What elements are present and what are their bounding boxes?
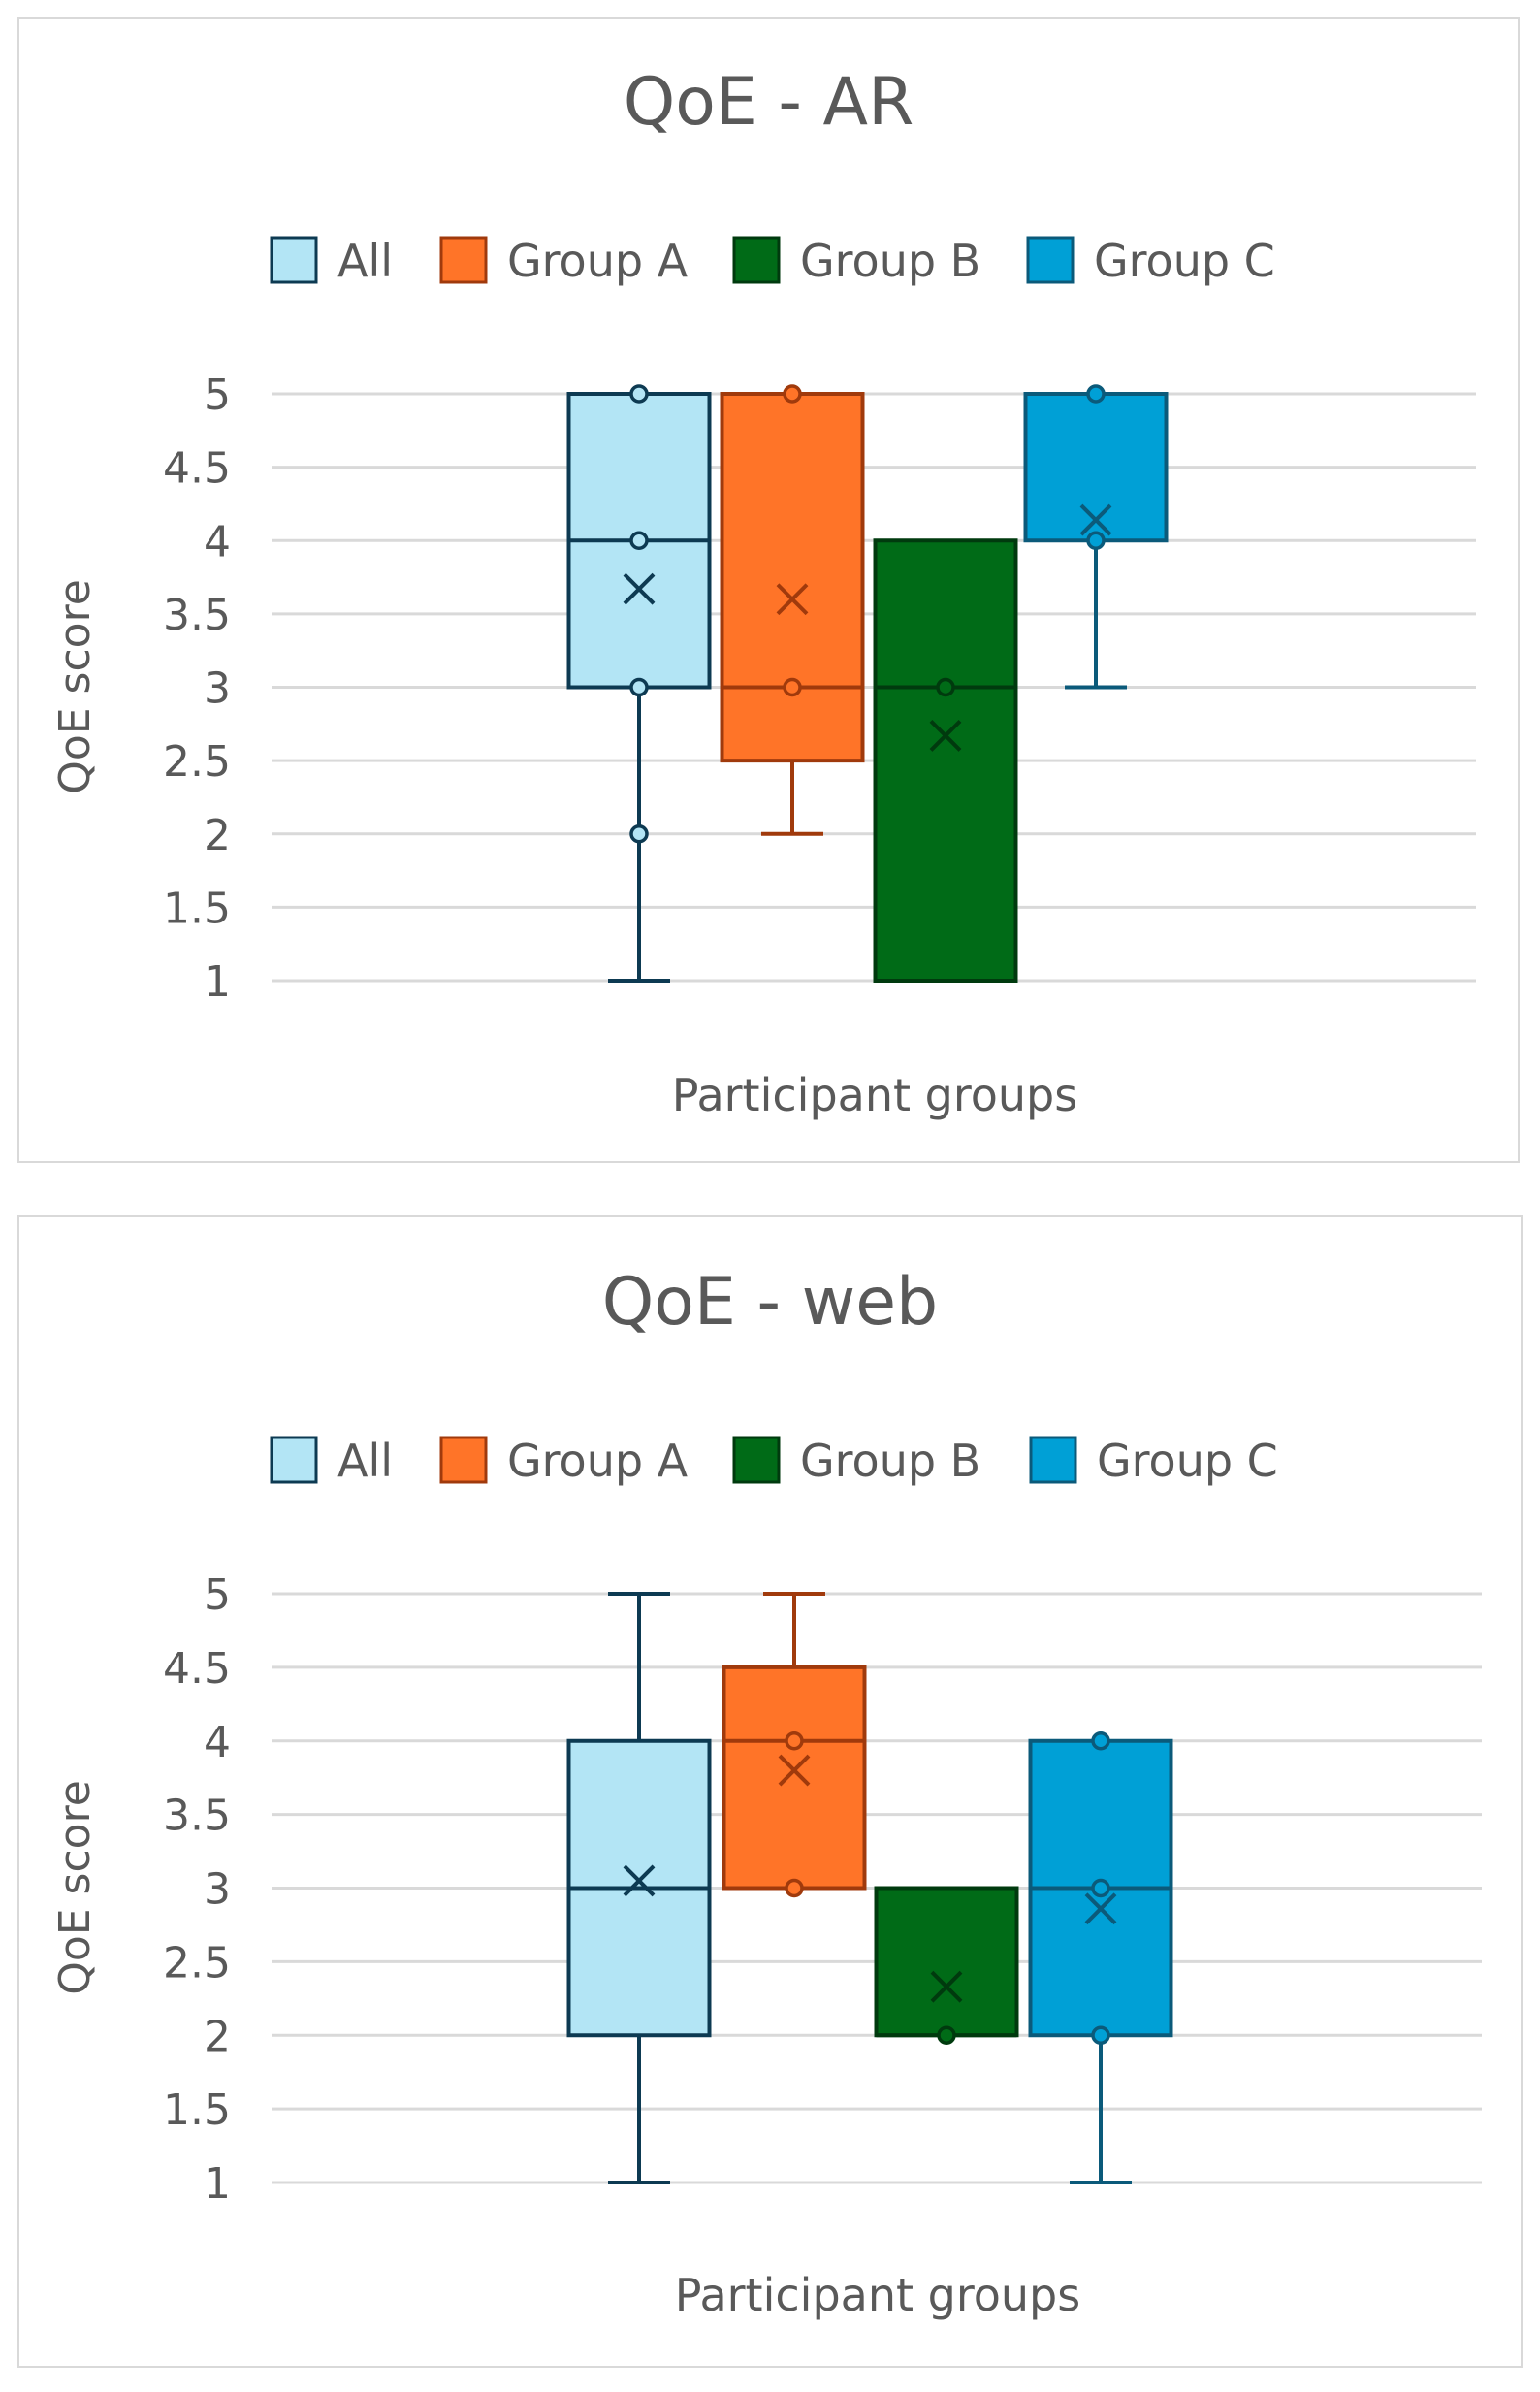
legend-swatch — [732, 1436, 781, 1484]
y-tick-label: 3 — [204, 664, 231, 714]
box-iqr — [722, 1665, 867, 1891]
y-tick-label: 1.5 — [163, 2085, 231, 2135]
chart-title: QoE - AR — [624, 64, 914, 141]
legend-label: Group C — [1097, 1435, 1278, 1487]
box-group-b — [874, 1886, 1019, 2045]
box-all — [566, 384, 712, 983]
mean-marker — [623, 1864, 656, 1897]
data-point — [629, 384, 649, 404]
mean-marker — [1084, 1892, 1117, 1925]
y-tick-label: 5 — [204, 371, 231, 420]
box-iqr — [874, 1886, 1019, 2038]
legend-label: Group A — [507, 1435, 689, 1487]
legend-swatch — [439, 1436, 488, 1484]
data-point — [783, 677, 802, 697]
data-point — [629, 531, 649, 550]
box-all — [566, 1592, 712, 2184]
box-group-b — [873, 538, 1018, 983]
y-tick-label: 3 — [204, 1865, 231, 1915]
mean-marker — [930, 1970, 963, 2003]
box-group-a — [720, 384, 865, 836]
legend-label: Group A — [507, 235, 689, 287]
box-iqr — [720, 392, 865, 763]
mean-marker — [776, 583, 809, 616]
mean-marker — [1079, 503, 1112, 536]
y-tick-label: 4 — [204, 517, 231, 566]
y-tick-label: 2 — [204, 2012, 231, 2061]
mean-marker — [929, 719, 962, 752]
legend-label: All — [337, 235, 393, 287]
data-point — [785, 1878, 804, 1898]
box-group-a — [722, 1592, 867, 1898]
mean-marker — [623, 572, 656, 605]
data-point — [936, 677, 955, 697]
y-tick-label: 3.5 — [163, 1792, 231, 1841]
box-iqr — [873, 538, 1018, 983]
y-tick-label: 5 — [204, 1570, 231, 1620]
data-point — [1091, 1731, 1110, 1751]
data-point — [785, 1731, 804, 1751]
box-group-c — [1028, 1731, 1173, 2184]
data-point — [1086, 384, 1106, 404]
y-tick-label: 2 — [204, 811, 231, 860]
mean-marker — [778, 1754, 811, 1787]
y-tick-label: 4.5 — [163, 1644, 231, 1694]
data-point — [629, 677, 649, 697]
chart-qoe-ar: QoE - AR All Group A Group B Group C 1 1.5 2 2.5… — [17, 17, 1520, 1163]
chart-title: QoE - web — [602, 1264, 938, 1341]
legend-swatch — [270, 1436, 318, 1484]
legend-label: Group B — [800, 235, 980, 287]
legend-swatch — [1026, 236, 1075, 284]
data-point — [1091, 2025, 1110, 2045]
legend-label: All — [337, 1435, 393, 1487]
y-tick-label: 1 — [204, 957, 231, 1007]
legend-swatch — [270, 236, 318, 284]
box-iqr — [1023, 392, 1169, 543]
y-tick-label: 3.5 — [163, 591, 231, 640]
y-tick-label: 1 — [204, 2159, 231, 2209]
x-axis-label: Participant groups — [675, 2269, 1080, 2321]
x-axis-label: Participant groups — [672, 1069, 1077, 1121]
data-point — [1086, 531, 1106, 550]
legend-swatch — [1029, 1436, 1077, 1484]
box-group-c — [1023, 384, 1169, 690]
legend-swatch — [439, 236, 488, 284]
data-point — [629, 824, 649, 844]
chart-qoe-web: QoE - web All Group A Group B Group C 1 1.5 2 2.… — [17, 1215, 1523, 2368]
y-axis-label: QoE score — [50, 1780, 100, 1995]
legend-swatch — [732, 236, 781, 284]
y-tick-label: 4 — [204, 1718, 231, 1767]
legend-label: Group B — [800, 1435, 980, 1487]
data-point — [1091, 1878, 1110, 1898]
y-axis-label: QoE score — [50, 579, 100, 794]
y-tick-label: 2.5 — [163, 1938, 231, 1988]
data-point — [783, 384, 802, 404]
y-tick-label: 1.5 — [163, 884, 231, 933]
data-point — [937, 2025, 956, 2045]
y-tick-label: 4.5 — [163, 444, 231, 494]
legend-label: Group C — [1094, 235, 1275, 287]
y-tick-label: 2.5 — [163, 737, 231, 787]
